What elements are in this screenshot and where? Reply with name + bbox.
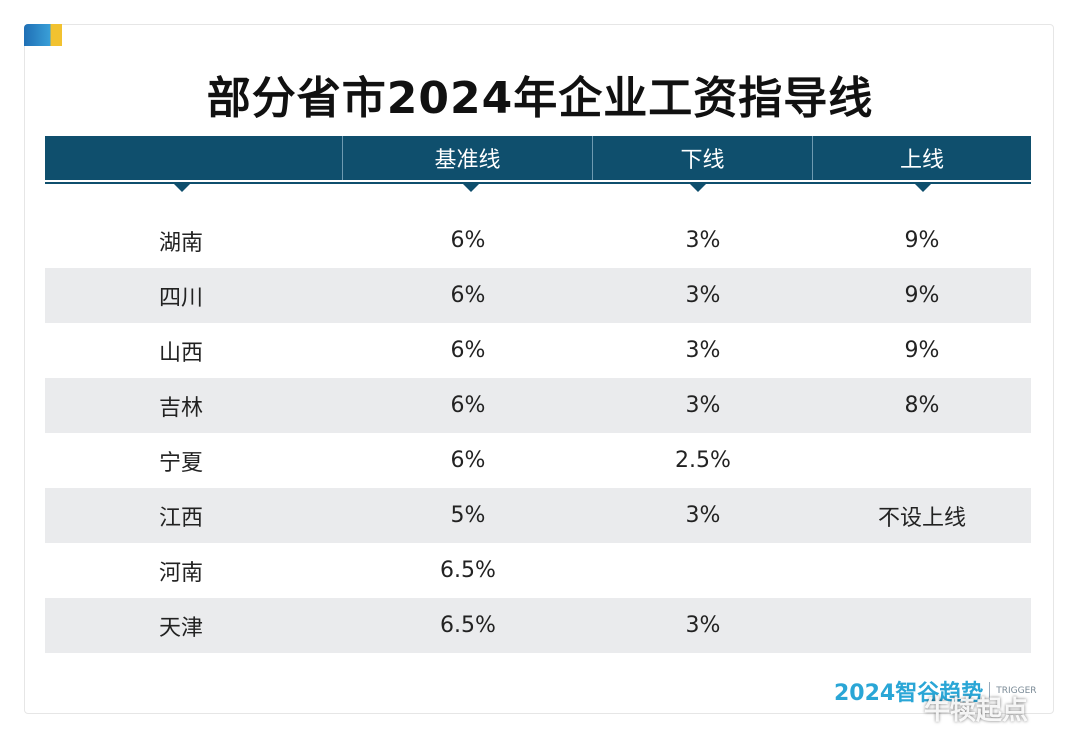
lower-cell: 3% (685, 228, 721, 253)
upper-cell: 9% (904, 338, 940, 363)
header-upper: 上线 (899, 148, 944, 173)
header-province (45, 136, 343, 180)
province-cell: 宁夏 (159, 450, 204, 476)
table-row: 宁夏 6% 2.5% (45, 433, 1031, 488)
baseline-cell: 6.5% (440, 558, 496, 583)
page-title: 部分省市2024年企业工资指导线 (206, 73, 874, 124)
province-cell: 河南 (159, 560, 204, 586)
lower-cell: 3% (685, 503, 721, 528)
table-body: 湖南 6% 3% 9% 四川 6% 3% 9% 山西 6% 3% 9% 吉林 6% 3% 8% 宁夏 6% 2.5%… (45, 213, 1031, 653)
table-row: 吉林 6% 3% 8% (45, 378, 1031, 433)
lower-cell: 3% (685, 338, 721, 363)
province-cell: 湖南 (159, 230, 204, 256)
baseline-cell: 6% (450, 338, 486, 363)
baseline-cell: 6% (450, 283, 486, 308)
baseline-cell: 6% (450, 228, 486, 253)
lower-cell: 2.5% (675, 448, 731, 473)
header-pointer-icon (915, 184, 931, 192)
header-pointer-icon (463, 184, 479, 192)
table-row: 河南 6.5% (45, 543, 1031, 598)
lower-cell (593, 543, 813, 598)
upper-cell: 9% (904, 283, 940, 308)
upper-cell (813, 543, 1031, 598)
upper-cell (813, 598, 1031, 653)
lower-cell: 3% (685, 283, 721, 308)
table-row: 山西 6% 3% 9% (45, 323, 1031, 378)
corner-logo-mark (24, 24, 62, 46)
province-cell: 天津 (159, 615, 204, 641)
lower-cell: 3% (685, 613, 721, 638)
table-header: 基准线 下线 上线 (45, 136, 1031, 180)
province-cell: 吉林 (159, 395, 204, 421)
brand-name: 2024智谷趋势 (834, 681, 984, 706)
province-cell: 江西 (159, 505, 204, 531)
brand-subtext: TRIGGER (996, 686, 1037, 696)
upper-cell (813, 433, 1031, 488)
baseline-cell: 5% (450, 503, 486, 528)
brand-logo: 2024智谷趋势 TRIGGER (834, 676, 1037, 706)
header-pointer-icon (690, 184, 706, 192)
baseline-cell: 6% (450, 448, 486, 473)
baseline-cell: 6% (450, 393, 486, 418)
header-baseline: 基准线 (343, 136, 593, 180)
province-cell: 山西 (159, 340, 204, 366)
table-row: 天津 6.5% 3% (45, 598, 1031, 653)
table-row: 江西 5% 3% 不设上线 (45, 488, 1031, 543)
table-row: 四川 6% 3% 9% (45, 268, 1031, 323)
brand-divider (989, 682, 991, 700)
watermark: 牛犊起点 (924, 696, 1029, 726)
lower-cell: 3% (685, 393, 721, 418)
upper-cell: 8% (904, 393, 940, 418)
header-pointer-icon (174, 184, 190, 192)
baseline-cell: 6.5% (440, 613, 496, 638)
upper-cell: 9% (904, 228, 940, 253)
province-cell: 四川 (159, 285, 204, 311)
header-lower: 下线 (593, 136, 813, 180)
table-row: 湖南 6% 3% 9% (45, 213, 1031, 268)
header-underline (45, 182, 1031, 184)
upper-cell: 不设上线 (877, 505, 966, 531)
